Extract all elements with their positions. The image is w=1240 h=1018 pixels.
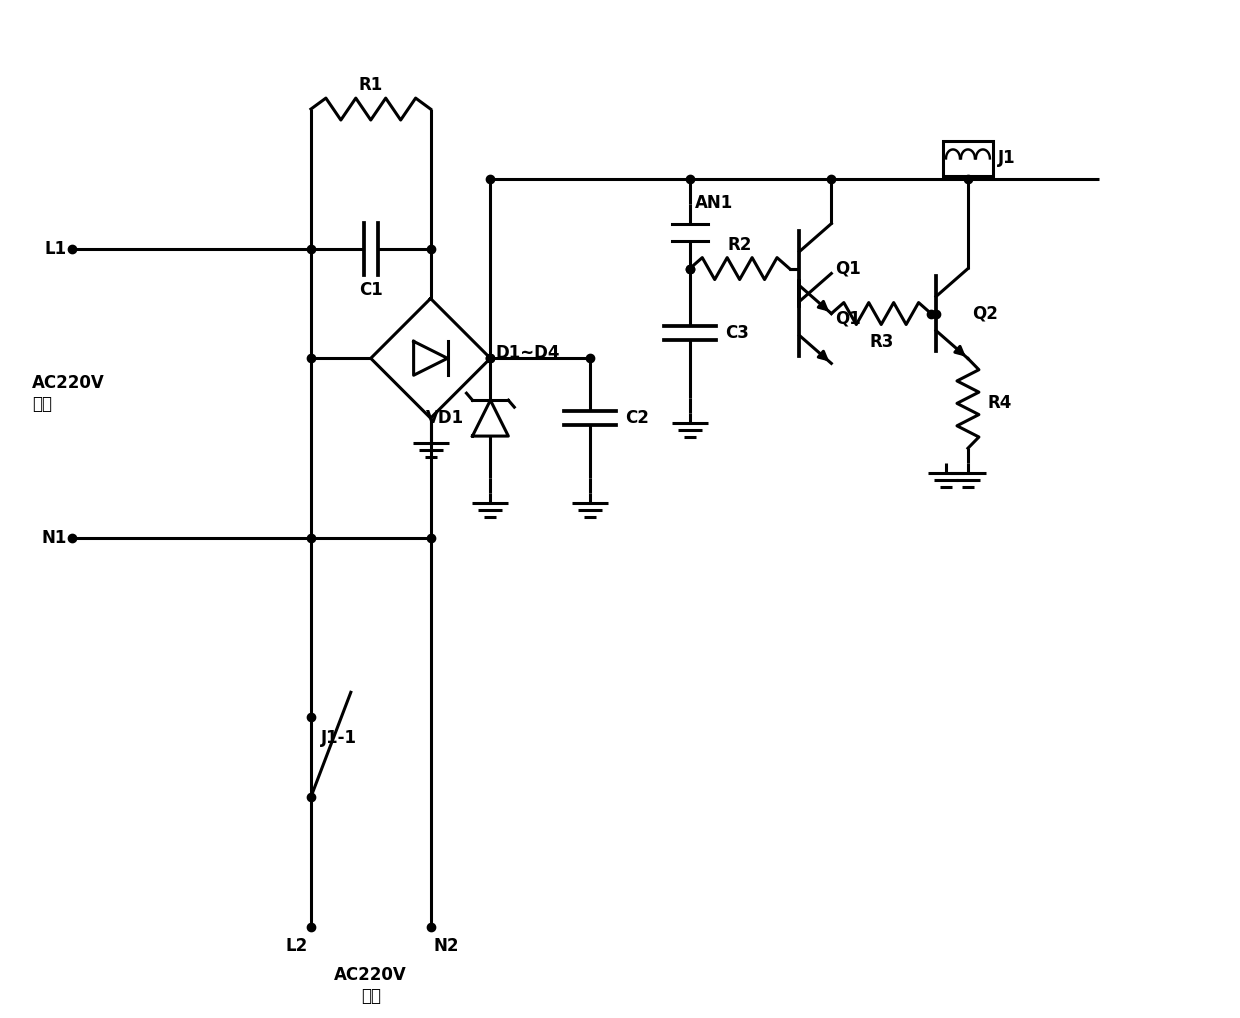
Text: C2: C2 bbox=[625, 409, 649, 428]
Text: Q1: Q1 bbox=[836, 260, 861, 278]
Text: C1: C1 bbox=[358, 281, 383, 298]
Text: L1: L1 bbox=[45, 239, 67, 258]
Text: R3: R3 bbox=[869, 334, 893, 351]
Bar bbox=[944, 140, 993, 176]
Text: C3: C3 bbox=[724, 325, 749, 342]
Text: AC220V
输出: AC220V 输出 bbox=[335, 966, 407, 1005]
Text: J1: J1 bbox=[998, 150, 1016, 167]
Text: R1: R1 bbox=[358, 76, 383, 94]
Text: J1-1: J1-1 bbox=[321, 729, 357, 747]
Text: R4: R4 bbox=[988, 394, 1012, 412]
Text: AC220V
输入: AC220V 输入 bbox=[32, 374, 104, 412]
Text: N1: N1 bbox=[41, 528, 67, 547]
Text: Q2: Q2 bbox=[972, 304, 998, 323]
Text: R2: R2 bbox=[728, 235, 751, 253]
Text: D1~D4: D1~D4 bbox=[495, 344, 560, 362]
Text: N2: N2 bbox=[434, 937, 459, 955]
Text: L2: L2 bbox=[285, 937, 308, 955]
Text: AN1: AN1 bbox=[694, 193, 733, 212]
Text: VD1: VD1 bbox=[427, 409, 465, 428]
Text: Q1: Q1 bbox=[836, 309, 861, 328]
